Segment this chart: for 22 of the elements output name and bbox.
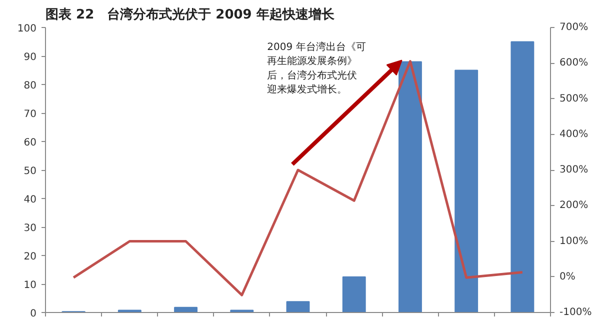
y-tick-label: 50 bbox=[24, 166, 37, 177]
y-tick-label: 80 bbox=[24, 80, 37, 92]
y-tick-label: 30 bbox=[24, 223, 37, 234]
annotation: 2009 年台湾出台《可再生能源发展条例》后，台湾分布式光伏迎来爆发式增长。 bbox=[267, 40, 366, 96]
y2-tick-label: 300% bbox=[560, 164, 588, 176]
y-tick-label: 100 bbox=[17, 24, 37, 34]
y-tick-label: 40 bbox=[24, 194, 37, 206]
y-tick-label: 60 bbox=[24, 138, 37, 148]
y2-tick-label: 400% bbox=[560, 128, 588, 140]
chart-title: 图表 22 台湾分布式光伏于 2009 年起快速增长 bbox=[46, 6, 336, 22]
y2-tick-label: 600% bbox=[560, 58, 588, 69]
y2-tick-label: 700% bbox=[560, 22, 588, 33]
y2-tick-label: 0% bbox=[560, 271, 576, 282]
y2-tick-label: 100% bbox=[560, 236, 588, 247]
y-tick-label: 10 bbox=[24, 280, 37, 291]
y-tick-label: 90 bbox=[24, 52, 37, 63]
y-tick-label: 70 bbox=[24, 109, 37, 120]
y2-tick-label: 200% bbox=[560, 200, 588, 212]
y-tick-label: 20 bbox=[24, 252, 37, 262]
y-tick-label: 0 bbox=[30, 308, 37, 320]
y2-tick-label: 500% bbox=[560, 93, 588, 104]
y2-tick-label: -100% bbox=[560, 307, 592, 318]
